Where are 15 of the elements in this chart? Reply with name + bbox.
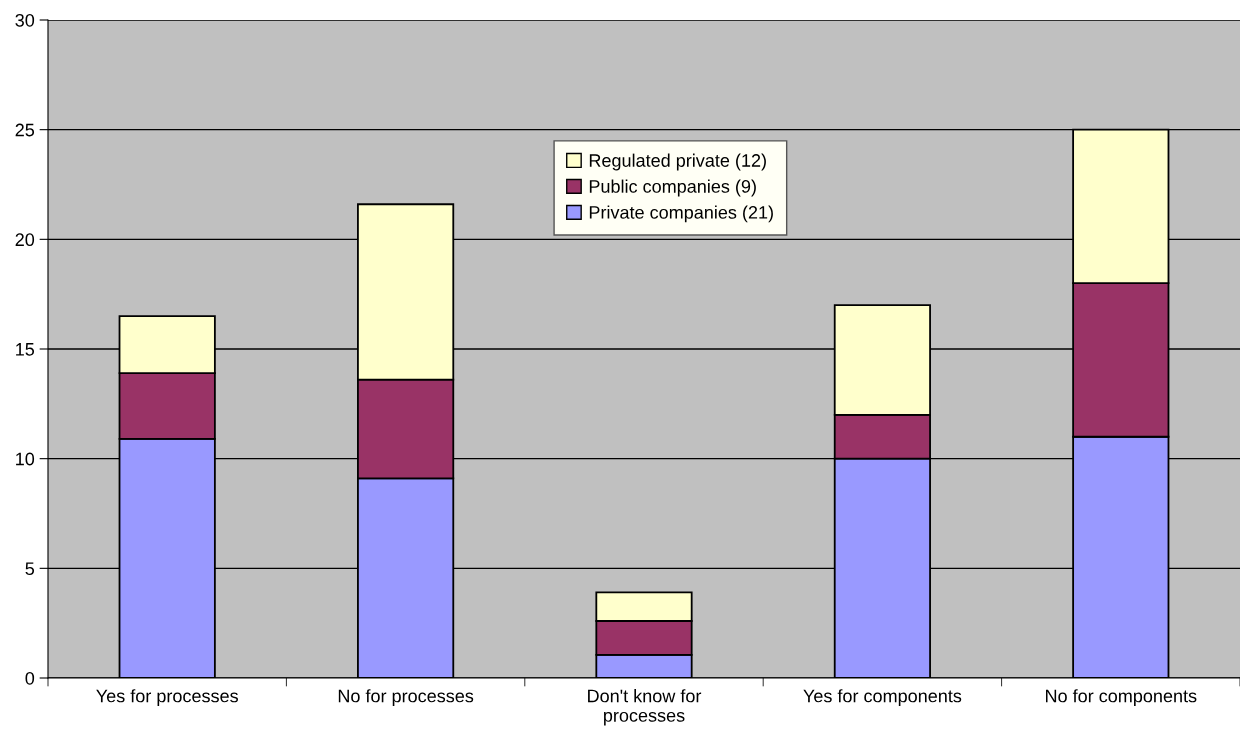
y-tick-label: 5	[25, 562, 35, 576]
y-tick-label: 10	[16, 452, 35, 466]
x-tick-label: No for processes	[338, 689, 474, 706]
y-tick-label: 20	[15, 233, 35, 247]
y-tick-label: 15	[16, 343, 35, 356]
x-tick-label: No for components	[1046, 689, 1197, 706]
y-tick-label: 0	[25, 671, 35, 685]
x-tick-label: Don't know for processes	[588, 689, 702, 726]
legend-label: Private companies (21)	[589, 205, 773, 223]
x-tick-label: Yes for processes	[96, 689, 238, 706]
legend-label: Public companies (9)	[589, 179, 756, 197]
legend-label: Regulated private (12)	[589, 153, 766, 171]
y-tick-label: 30	[15, 13, 35, 27]
y-tick-label: 25	[15, 123, 35, 137]
x-tick-label: Yes for components	[803, 689, 962, 706]
